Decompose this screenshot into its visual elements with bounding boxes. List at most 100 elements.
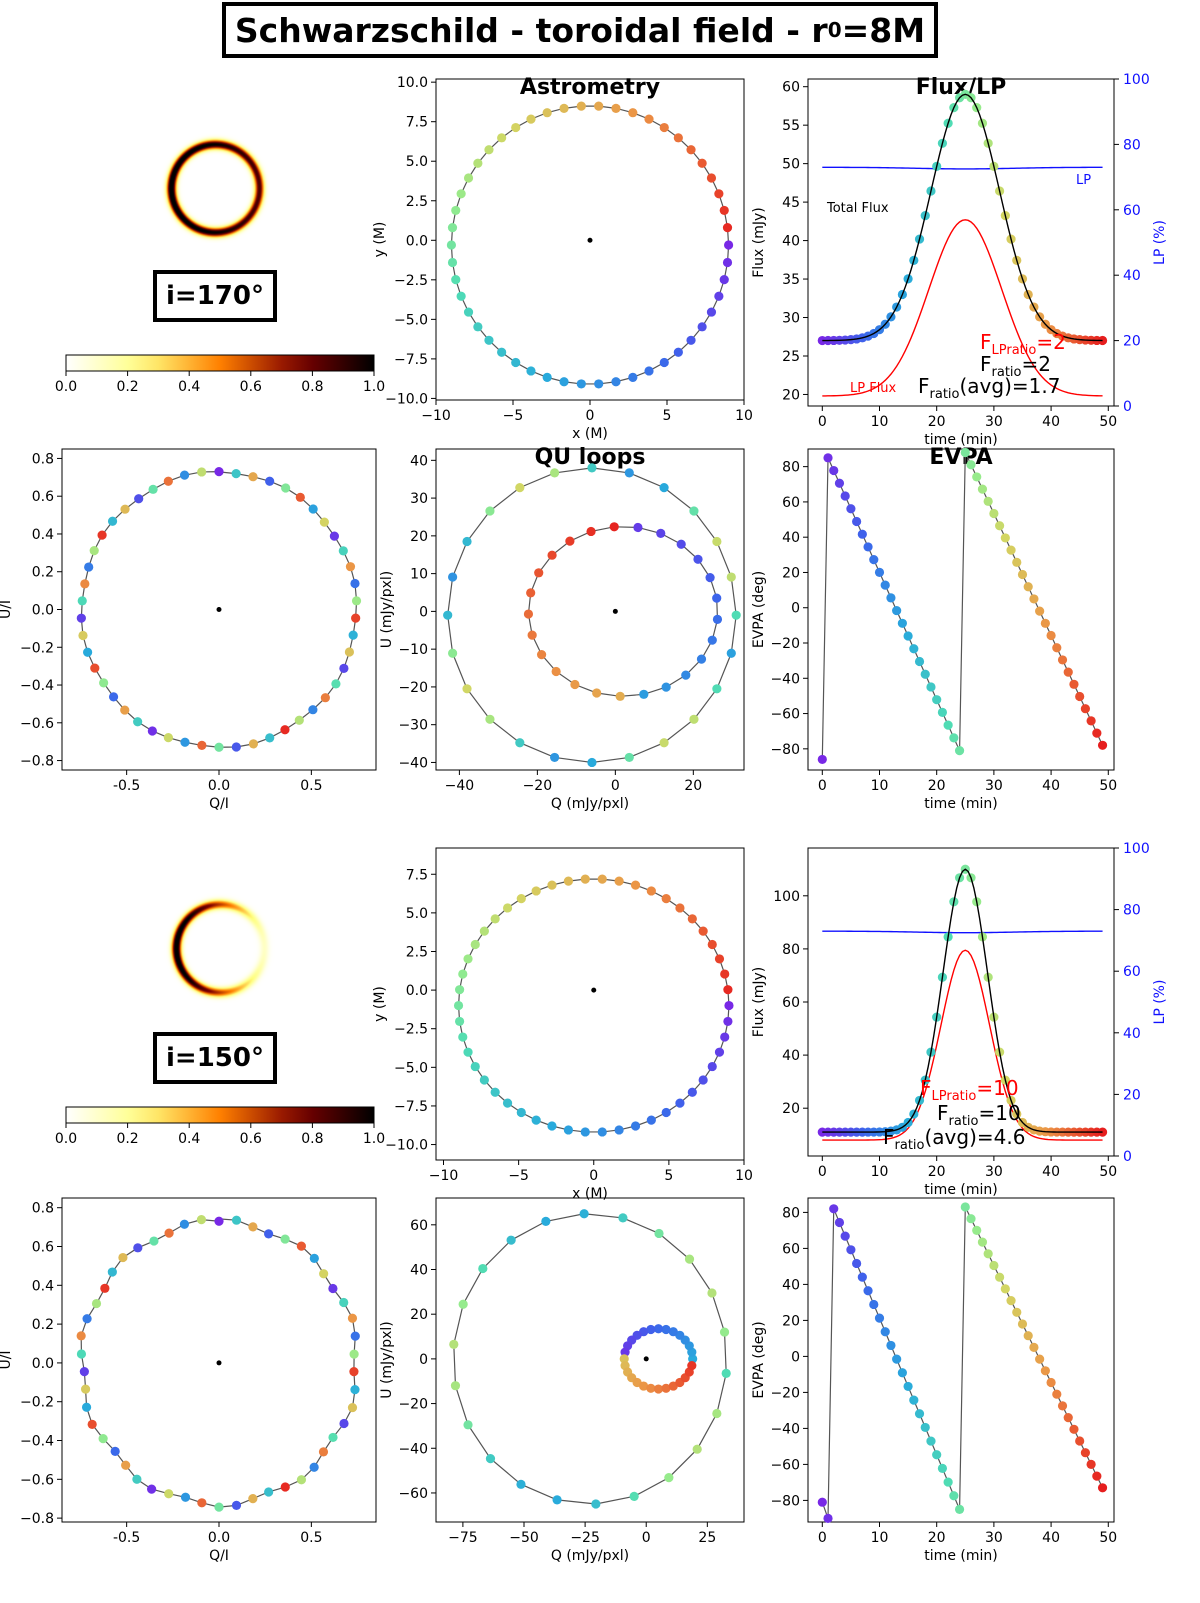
y-tick-label: −40	[770, 1421, 800, 1437]
y-tick-label: −20	[770, 1385, 800, 1401]
x-tick-label: 0.5	[300, 778, 322, 794]
x-axis-label: x (M)	[572, 426, 608, 442]
y-axis-label: U/I	[0, 1350, 14, 1369]
orbit-point	[547, 880, 557, 890]
y-tick-label: −0.8	[20, 754, 54, 770]
evpa-point	[834, 1217, 845, 1228]
orbit-point	[447, 257, 458, 268]
y-tick-label: 5.0	[406, 154, 428, 170]
evpa-point	[966, 1214, 976, 1224]
x-tick-label: 0	[611, 778, 620, 794]
evpa-point	[943, 1477, 953, 1487]
evpa-point	[1035, 1354, 1045, 1364]
orbit-point	[580, 874, 590, 884]
qu-point	[624, 468, 634, 478]
qu-norm-point	[319, 517, 329, 527]
y-tick-label: −5.0	[394, 1060, 428, 1076]
orbit-point	[722, 222, 733, 233]
evpa-point	[995, 521, 1005, 531]
qu-point	[661, 682, 671, 692]
y-tick-label: 0.2	[32, 565, 54, 581]
y-tick-label: −7.5	[394, 1099, 428, 1115]
orbit-point	[719, 275, 729, 285]
evpa-point	[1086, 716, 1096, 726]
orbit-point	[456, 291, 466, 301]
y-axis-label: U (mJy/pxl)	[379, 571, 395, 648]
orbit-point	[594, 379, 604, 389]
plot-flux-150: 0 10 20 30 40 50 20 40 60 80 100 time (min) Flux (mJ…	[751, 841, 1168, 1198]
y-tick-label: −10	[398, 642, 428, 658]
favg-annotation-170: Fratio(avg)=1.7	[918, 374, 1060, 402]
qu-point	[565, 536, 575, 546]
orbit-point	[451, 205, 461, 216]
y-tick-label: 40	[410, 453, 428, 469]
qu-norm-point	[164, 1228, 174, 1238]
y-tick-label: 0.6	[32, 489, 54, 505]
orbit-point	[723, 1016, 733, 1027]
y2-tick-label: 20	[1123, 334, 1141, 350]
y-tick-label: 30	[410, 491, 428, 507]
evpa-point	[1023, 1331, 1033, 1341]
orbit-point	[720, 1032, 730, 1042]
colorbar-tick-label: 0.8	[301, 379, 323, 395]
qu-norm-point	[294, 715, 304, 725]
qu-norm-point	[79, 1367, 89, 1377]
orbit-point	[687, 914, 697, 924]
y2-tick-label: 100	[1123, 841, 1150, 857]
qu-norm-point	[97, 530, 107, 540]
evpa-point	[937, 1463, 948, 1474]
x-axis-label: x (M)	[572, 1186, 608, 1202]
orbit-point	[502, 1098, 513, 1108]
qu-point	[536, 650, 547, 660]
plot-frame	[807, 448, 1115, 771]
y2-tick-label: 0	[1123, 1149, 1132, 1165]
y-tick-label: 20	[410, 529, 428, 545]
y-tick-label: −0.6	[20, 716, 54, 732]
evpa-point	[834, 478, 845, 488]
y-tick-label: 0	[791, 601, 800, 617]
orbit-point	[576, 101, 586, 111]
y2-tick-label: 40	[1123, 1026, 1141, 1042]
evpa-point	[1075, 1436, 1085, 1446]
evpa-point	[932, 1450, 942, 1460]
qu-point	[551, 666, 561, 677]
f-symbol: F	[980, 352, 992, 376]
y-tick-label: −0.2	[20, 640, 54, 656]
evpa-point	[1000, 533, 1010, 543]
qu-point	[615, 691, 625, 701]
lp-flux-label: LP Flux	[850, 381, 897, 396]
orbit-point	[628, 372, 638, 382]
y-tick-label: 2.5	[406, 944, 428, 960]
x-tick-label: 10	[735, 408, 753, 424]
qu-norm-point	[163, 476, 173, 486]
evpa-point	[880, 580, 890, 590]
origin-dot	[643, 1356, 649, 1362]
y-tick-label: −40	[398, 755, 428, 771]
x-tick-label: 40	[1042, 1164, 1060, 1180]
evpa-point	[903, 631, 913, 641]
orbit-point	[484, 335, 494, 345]
qu-norm-point	[350, 578, 360, 589]
orbit-point	[455, 1016, 465, 1027]
orbit-point	[724, 240, 734, 250]
plot-flux-170: 0 10 20 30 40 50 20 25 30 35 40 45 50 55 60 time (min) F…	[751, 72, 1168, 448]
y-tick-label: 0.6	[32, 1240, 54, 1256]
x-tick-label: 25	[698, 1530, 716, 1546]
qu-point	[653, 1324, 664, 1334]
evpa-point	[1012, 1307, 1022, 1317]
x-tick-label: -0.5	[113, 778, 140, 794]
qu-point	[478, 1263, 488, 1274]
qu-norm-point	[108, 692, 119, 702]
qu-norm-point	[107, 1267, 117, 1277]
evpa-point	[857, 1272, 867, 1282]
qu-norm-point	[76, 1331, 86, 1341]
f-value: =2	[1021, 352, 1051, 376]
lp-flux-line	[822, 949, 1103, 1141]
evpa-point	[892, 1354, 902, 1364]
orbit-point	[473, 322, 483, 332]
qu-norm-point	[328, 1432, 338, 1443]
evpa-point	[1069, 1424, 1079, 1434]
evpa-point	[983, 1249, 993, 1259]
qu-point	[579, 1209, 589, 1219]
title-suffix: =8M	[841, 10, 926, 50]
